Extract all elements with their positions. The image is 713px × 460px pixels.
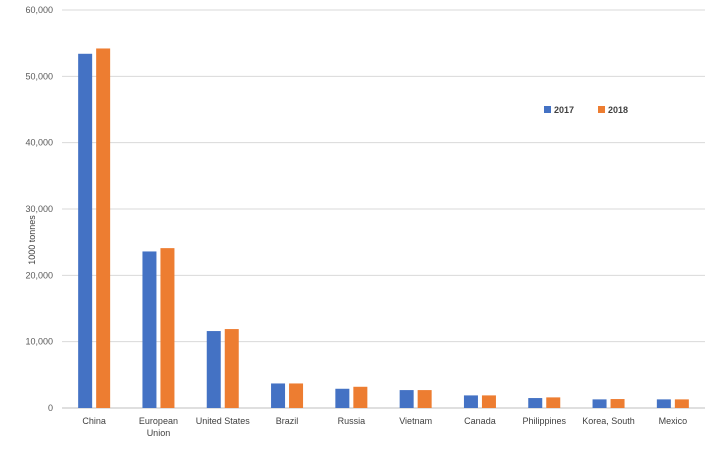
bar-2017 bbox=[206, 331, 221, 408]
y-tick-label: 50,000 bbox=[25, 71, 53, 81]
bar-2017 bbox=[528, 398, 543, 408]
bar-2018 bbox=[289, 383, 304, 408]
y-tick-label: 0 bbox=[48, 403, 53, 413]
gridlines bbox=[62, 9, 705, 409]
bar-2018 bbox=[610, 399, 625, 408]
bar-2018 bbox=[353, 386, 368, 408]
bar-2017 bbox=[271, 383, 286, 408]
bar-2018 bbox=[96, 48, 111, 409]
legend: 2017 2018 bbox=[544, 105, 628, 115]
bar-2017 bbox=[78, 53, 93, 408]
legend-swatch-2017 bbox=[544, 106, 551, 113]
x-tick-label: China bbox=[82, 416, 106, 426]
x-tick-label: Philippines bbox=[522, 416, 566, 426]
y-tick-label: 10,000 bbox=[25, 337, 53, 347]
bar-2018 bbox=[417, 390, 432, 408]
bar-2017 bbox=[142, 251, 157, 408]
y-tick-label: 20,000 bbox=[25, 270, 53, 280]
x-tick-label: European Union bbox=[139, 416, 178, 438]
y-tick-label: 60,000 bbox=[25, 5, 53, 15]
bar-2017 bbox=[463, 395, 478, 408]
x-tick-label: Korea, South bbox=[582, 416, 635, 426]
x-tick-label: Vietnam bbox=[399, 416, 432, 426]
bar-2018 bbox=[674, 399, 689, 408]
legend-label-2017: 2017 bbox=[554, 105, 574, 115]
y-tick-label: 30,000 bbox=[25, 204, 53, 214]
legend-label-2018: 2018 bbox=[608, 105, 628, 115]
x-tick-label: Canada bbox=[464, 416, 496, 426]
y-axis-title: 1000 tonnes bbox=[27, 215, 37, 265]
bar-2018 bbox=[481, 395, 496, 408]
x-tick-label: United States bbox=[196, 416, 251, 426]
x-tick-label: Mexico bbox=[659, 416, 688, 426]
bar-2017 bbox=[656, 399, 671, 408]
bar-2017 bbox=[592, 399, 607, 408]
y-tick-label: 40,000 bbox=[25, 138, 53, 148]
bar-2018 bbox=[160, 248, 175, 408]
bar-2017 bbox=[399, 390, 414, 408]
bar-2018 bbox=[546, 397, 561, 408]
bars bbox=[78, 48, 689, 409]
axes: 0 10,000 20,000 30,000 40,000 50,000 60,000 Chi… bbox=[25, 5, 687, 438]
x-tick-label: Russia bbox=[338, 416, 366, 426]
bar-2017 bbox=[335, 388, 350, 408]
legend-swatch-2018 bbox=[598, 106, 605, 113]
x-tick-label: Brazil bbox=[276, 416, 299, 426]
bar-2018 bbox=[224, 329, 239, 408]
